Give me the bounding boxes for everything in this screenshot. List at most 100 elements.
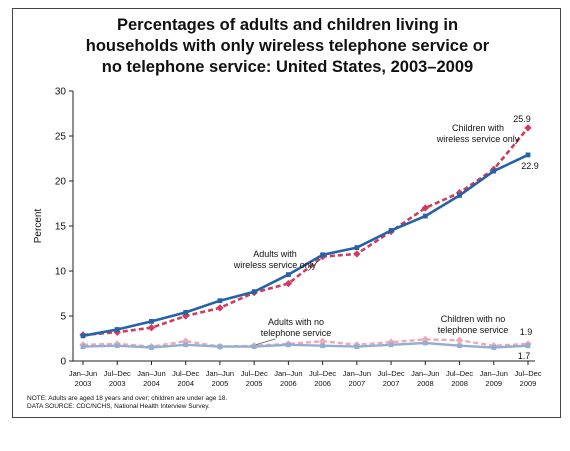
data-point [114, 327, 120, 332]
data-point [285, 342, 291, 348]
data-point [457, 343, 462, 349]
chart-notes: NOTE: Adults are aged 18 years and over;… [27, 395, 227, 411]
x-tick-label-period: Jul–Dec [104, 369, 131, 378]
data-point [80, 344, 86, 349]
data-point [183, 310, 189, 315]
data-point [354, 344, 360, 349]
x-tick-label-period: Jul–Dec [172, 369, 199, 378]
data-point [320, 343, 326, 349]
x-tick-label-year: 2007 [383, 379, 400, 388]
x-tick-label-year: 2006 [314, 379, 331, 388]
data-point [525, 343, 531, 349]
data-point [251, 344, 257, 349]
x-tick-label-period: Jan–Jun [137, 369, 165, 378]
annotation-leader-line [256, 338, 276, 345]
annotation-children-wireless-line-1: Children with [452, 123, 504, 133]
annotation-children-no-phone-line-2: telephone service [438, 325, 509, 335]
data-point [455, 336, 464, 344]
annotation-adults-no-phone-line-1: Adults with no [268, 317, 324, 327]
x-tick-label-period: Jan–Jun [274, 369, 302, 378]
annotation-adults-no-phone-line-2: telephone service [261, 328, 332, 338]
data-point [353, 250, 361, 258]
data-point [491, 168, 497, 174]
x-tick-label-year: 2009 [520, 379, 537, 388]
x-tick-label-year: 2006 [280, 379, 297, 388]
chart-title-line-3: no telephone service: United States, 200… [101, 58, 474, 76]
x-tick-label-period: Jul–Dec [309, 369, 336, 378]
children-wireless-series [79, 124, 532, 339]
adults-no-phone-series [80, 340, 531, 350]
y-tick-label: 5 [60, 312, 66, 323]
data-point [422, 340, 428, 346]
data-point [285, 272, 291, 277]
x-tick-label-period: Jul–Dec [446, 369, 473, 378]
data-point [217, 298, 223, 304]
y-tick-label: 0 [60, 357, 66, 368]
chart-title-line-2: households with only wireless telephone … [85, 37, 490, 55]
end-value-label-children-wireless: 25.9 [513, 114, 531, 124]
data-point [320, 252, 326, 258]
data-point [149, 319, 154, 324]
end-value-label-children-no-phone: 1.9 [520, 327, 533, 337]
y-axis-label: Percent [33, 209, 44, 244]
end-value-label-adults-wireless: 22.9 [521, 161, 539, 171]
data-point [284, 279, 293, 288]
x-tick-label-period: Jan–Jun [411, 369, 439, 378]
annotation-children-wireless-line-2: wireless service only [436, 134, 520, 144]
data-point [216, 304, 224, 312]
data-point [525, 152, 531, 158]
x-tick-label-year: 2003 [109, 379, 126, 388]
data-point [318, 337, 327, 345]
x-tick-label-year: 2008 [451, 379, 468, 388]
x-tick-label-period: Jan–Jun [206, 369, 234, 378]
data-point [251, 289, 257, 295]
data-point [114, 343, 120, 349]
data-point [524, 124, 532, 132]
line-chart: 051015202530PercentJan–Jun2003Jul–Dec200… [33, 87, 542, 389]
y-tick-label: 25 [55, 132, 67, 143]
data-point [147, 324, 156, 332]
x-tick-label-period: Jul–Dec [514, 369, 541, 378]
adults-no-phone-line [82, 341, 529, 349]
annotation-children-no-phone-line-1: Children with no [441, 314, 506, 324]
data-point [388, 228, 394, 233]
end-value-label-adults-no-phone: 1.7 [518, 351, 531, 361]
x-tick-label-year: 2004 [143, 379, 160, 388]
y-tick-label: 10 [55, 267, 67, 278]
y-tick-label: 20 [55, 177, 67, 188]
note-text: NOTE: Adults are aged 18 years and over;… [27, 395, 228, 402]
x-tick-label-year: 2004 [177, 379, 194, 388]
data-point [80, 333, 86, 339]
adults-wireless-series [80, 152, 531, 339]
data-source-text: DATA SOURCE: CDC/NCHS, National Health I… [27, 403, 210, 410]
annotation-leader-line [307, 258, 321, 272]
adults-wireless-line [82, 153, 529, 338]
children-no-phone-line [82, 338, 529, 348]
x-tick-label-year: 2005 [212, 379, 229, 388]
x-tick-label-period: Jan–Jun [480, 369, 508, 378]
data-point [149, 345, 154, 350]
data-point [354, 245, 360, 250]
y-tick-label: 15 [55, 222, 67, 233]
x-tick-label-period: Jul–Dec [241, 369, 268, 378]
x-tick-label-period: Jan–Jun [69, 369, 97, 378]
data-point [457, 193, 462, 198]
data-point [183, 342, 189, 348]
x-tick-label-period: Jul–Dec [378, 369, 405, 378]
chart-title-line-1: Percentages of adults and children livin… [116, 16, 459, 34]
data-point [491, 345, 497, 350]
chart-title: Percentages of adults and children livin… [13, 15, 562, 78]
annotation-adults-wireless-line-2: wireless service only [233, 260, 317, 270]
x-tick-label-year: 2005 [246, 379, 263, 388]
data-point [422, 213, 428, 219]
x-tick-label-year: 2009 [485, 379, 502, 388]
y-tick-label: 30 [55, 87, 67, 98]
annotation-adults-wireless-line-1: Adults with [253, 249, 297, 259]
data-point [388, 342, 394, 348]
x-tick-label-year: 2007 [349, 379, 366, 388]
children-wireless-line [82, 127, 530, 337]
data-point [217, 344, 223, 349]
x-tick-label-period: Jan–Jun [343, 369, 371, 378]
figure-frame: Percentages of adults and children livin… [12, 8, 561, 418]
x-tick-label-year: 2003 [75, 379, 92, 388]
